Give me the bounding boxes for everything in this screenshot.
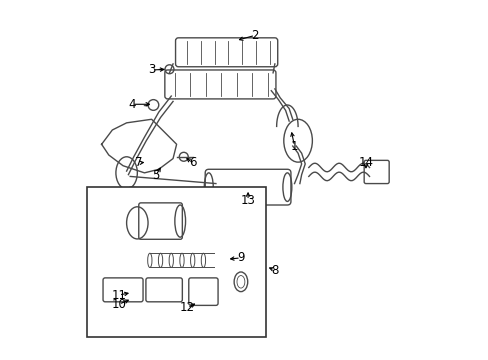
Text: 11: 11 [111,288,126,302]
Text: 5: 5 [152,169,159,182]
Text: 2: 2 [251,29,259,42]
Bar [87,187,265,337]
Text: 3: 3 [148,63,155,76]
Text: 14: 14 [358,156,373,169]
Text: 6: 6 [188,156,196,169]
Text: 13: 13 [240,194,255,207]
Text: 10: 10 [111,298,126,311]
Text: 12: 12 [180,301,194,314]
Text: 1: 1 [290,140,298,153]
Text: 9: 9 [237,251,244,264]
Text: 8: 8 [271,264,278,276]
Text: 7: 7 [135,156,142,169]
Text: 4: 4 [128,98,136,111]
